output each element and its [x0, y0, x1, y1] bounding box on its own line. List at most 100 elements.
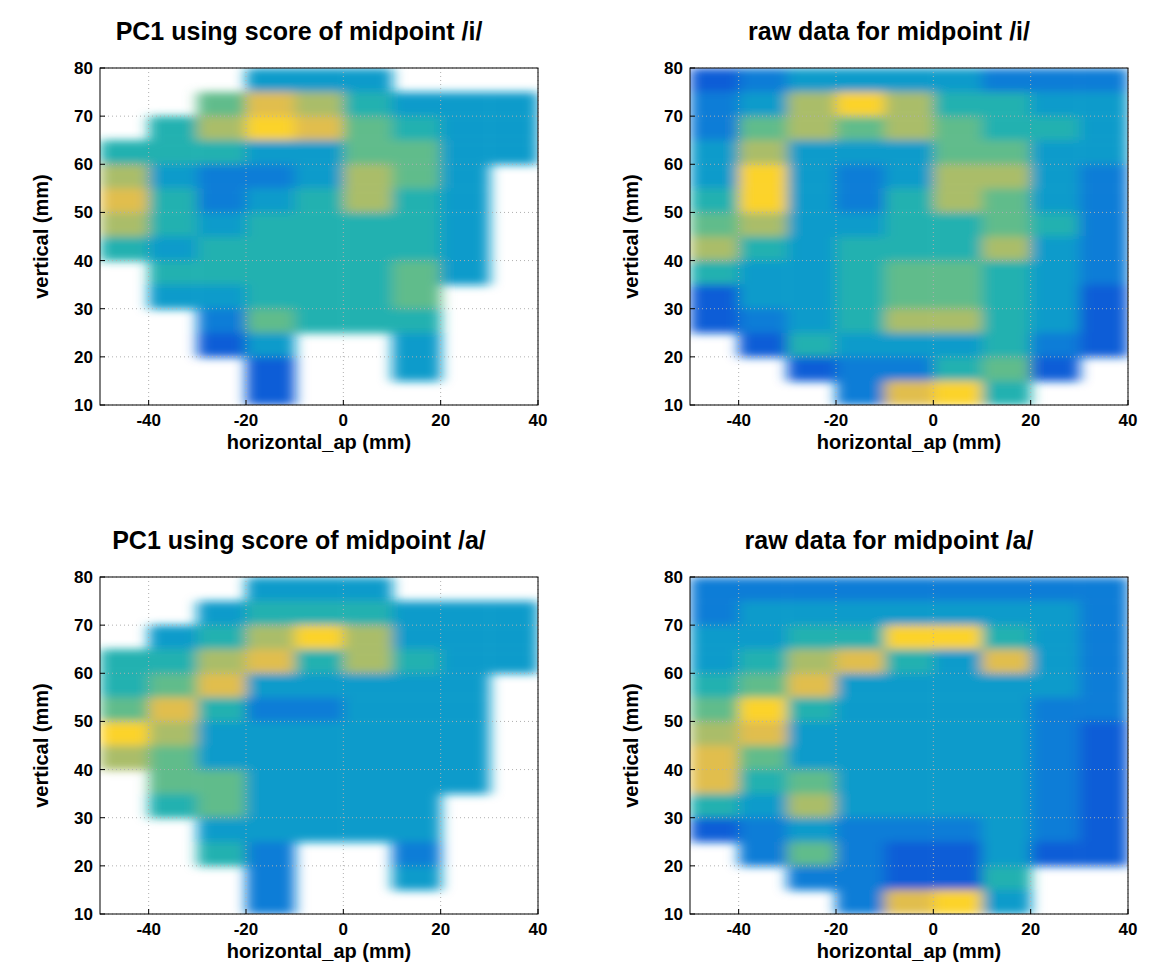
cell [739, 842, 788, 867]
cell [690, 721, 739, 746]
heatmap-cells [100, 68, 538, 405]
tick [1128, 400, 1129, 405]
grid-line [933, 68, 934, 405]
panel-title: PC1 using score of midpoint /i/ [116, 17, 483, 45]
tick [933, 909, 934, 914]
cell [343, 309, 392, 334]
cell [246, 309, 295, 334]
tick-label: 10 [74, 396, 93, 415]
grid-line [100, 817, 538, 818]
cell [392, 285, 441, 310]
tick-label: 20 [664, 857, 683, 876]
tick [100, 212, 105, 213]
cell [982, 770, 1031, 795]
cell [197, 721, 246, 746]
cell [392, 866, 441, 891]
cell [295, 770, 344, 795]
cell [739, 818, 788, 843]
cell [149, 261, 198, 286]
cell [441, 261, 490, 286]
tick-label: 60 [664, 664, 683, 683]
cell [787, 188, 836, 213]
tick-label: 20 [74, 857, 93, 876]
tick-label: 20 [1021, 920, 1040, 939]
cell [1079, 309, 1128, 334]
cell [392, 140, 441, 165]
grid-line [836, 68, 837, 405]
grid-line [148, 577, 149, 914]
cell [343, 261, 392, 286]
cell [690, 577, 739, 602]
cell [1031, 261, 1080, 286]
cell [933, 261, 982, 286]
cell [933, 601, 982, 626]
cell [392, 697, 441, 722]
tick-label: -40 [726, 411, 751, 430]
tick [100, 116, 105, 117]
grid-line [246, 577, 247, 914]
cell [885, 164, 934, 189]
cell [295, 261, 344, 286]
cell [489, 649, 538, 674]
tick-label: 80 [664, 59, 683, 78]
tick-label: 40 [664, 252, 683, 271]
cell [197, 649, 246, 674]
tick-label: 30 [74, 300, 93, 319]
cell [787, 309, 836, 334]
cell [1079, 116, 1128, 141]
cell [933, 333, 982, 358]
tick-label: -20 [824, 920, 849, 939]
cell [1031, 601, 1080, 626]
cell [787, 673, 836, 698]
cell [343, 212, 392, 237]
cell [836, 116, 885, 141]
cell [885, 212, 934, 237]
cell [690, 746, 739, 771]
cell [343, 601, 392, 626]
cell [441, 625, 490, 650]
cell [441, 140, 490, 165]
cell [1031, 577, 1080, 602]
cell [100, 746, 149, 771]
cell [739, 237, 788, 262]
tick [100, 721, 105, 722]
cell [197, 625, 246, 650]
tick-label: 40 [1119, 920, 1138, 939]
tick-label: 20 [664, 348, 683, 367]
cell [246, 68, 295, 93]
cell [392, 673, 441, 698]
cell [739, 188, 788, 213]
cell [933, 746, 982, 771]
cell [295, 673, 344, 698]
cell [787, 164, 836, 189]
cell [690, 68, 739, 93]
cell [739, 770, 788, 795]
cell [295, 625, 344, 650]
tick-label: 40 [74, 252, 93, 271]
cell [246, 164, 295, 189]
cell [836, 866, 885, 891]
cell [246, 770, 295, 795]
cell [441, 212, 490, 237]
cell [197, 673, 246, 698]
cell [739, 577, 788, 602]
cell [1079, 164, 1128, 189]
cell [982, 261, 1031, 286]
cell [1079, 794, 1128, 819]
cell [246, 577, 295, 602]
tick-label: 70 [664, 107, 683, 126]
cell [690, 237, 739, 262]
cell [246, 188, 295, 213]
tick [246, 909, 247, 914]
grid-line [100, 164, 538, 165]
cell [690, 649, 739, 674]
cell [100, 721, 149, 746]
heatmap [100, 577, 538, 914]
cell [489, 601, 538, 626]
cell [246, 842, 295, 867]
cell [1079, 285, 1128, 310]
cell [197, 212, 246, 237]
cell [690, 285, 739, 310]
cell [149, 697, 198, 722]
tick-label: 40 [529, 920, 548, 939]
